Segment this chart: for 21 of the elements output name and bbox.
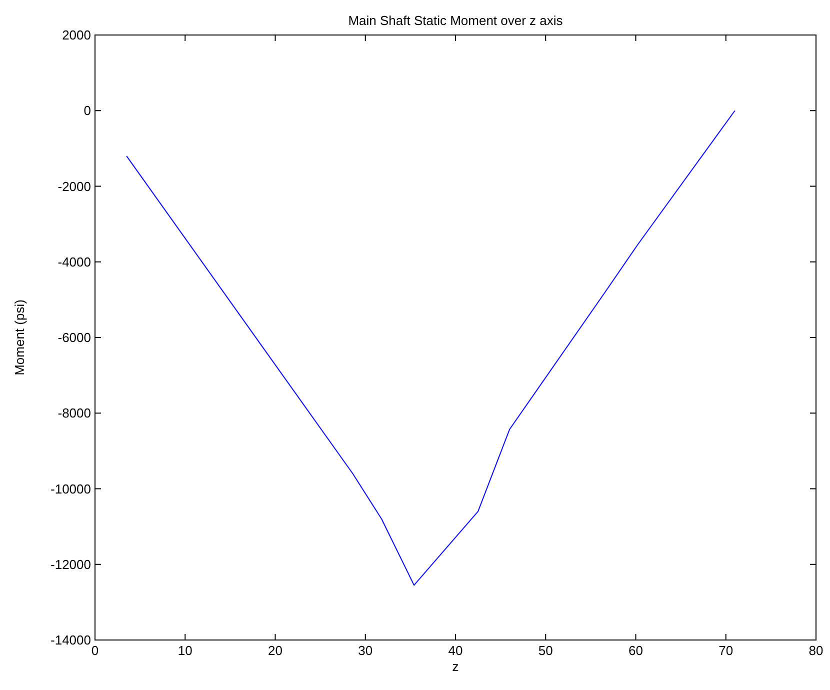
x-tick-label: 40: [448, 643, 463, 658]
y-tick-label: -4000: [58, 254, 91, 270]
y-tick-label: 2000: [62, 28, 91, 43]
line-series: [126, 110, 736, 586]
x-axis-title: z: [452, 659, 459, 674]
y-tick-label: -12000: [50, 556, 91, 572]
y-tick-label: 0: [84, 103, 91, 118]
y-axis-title: Moment (psi): [12, 300, 27, 376]
y-tick-label: -6000: [58, 330, 91, 346]
x-tick-label: 80: [808, 643, 824, 658]
x-tick-label: 50: [538, 643, 553, 658]
y-tick-label: -2000: [58, 178, 91, 194]
y-tick-label: -10000: [50, 481, 91, 496]
chart-title: Main Shaft Static Moment over z axis: [348, 13, 564, 28]
x-tick-label: 20: [268, 643, 282, 658]
y-tick-label: -14000: [50, 632, 91, 648]
x-tick-label: 30: [358, 643, 373, 658]
x-tick-label: 60: [628, 643, 643, 658]
x-tick-label: 70: [718, 643, 734, 658]
y-tick-label: -8000: [58, 406, 91, 421]
x-tick-label: 10: [178, 643, 192, 658]
